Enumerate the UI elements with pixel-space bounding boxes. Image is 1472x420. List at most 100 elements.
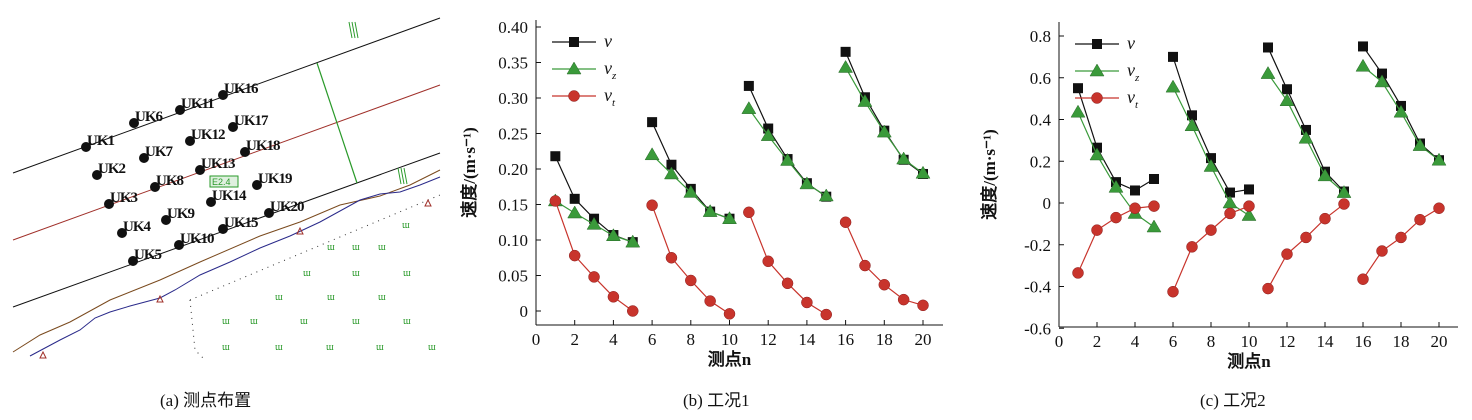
data-point-2 [1414,213,1426,226]
y-tick-label: 0.05 [498,267,528,286]
data-point-2 [1129,202,1141,214]
data-point-2 [1357,273,1369,285]
y-tick-label: -0.2 [1024,236,1051,255]
data-point-2 [917,299,929,312]
y-tick-label: 0 [520,302,529,321]
marsh-symbol: ɯ [352,268,360,279]
x-tick-label: 10 [721,330,738,349]
elevation-tag-box [209,175,239,188]
x-tick-label: 14 [1317,332,1335,351]
x-tick-label: 18 [1393,332,1410,351]
legend-marker [1091,92,1103,104]
survey-triangle [296,226,304,235]
marsh-symbol: ɯ [250,316,258,327]
slope-mark [400,167,405,185]
measure-point-label: UK10 [180,231,214,247]
data-point-2 [781,277,794,290]
marsh-symbol: ɯ [327,242,335,253]
x-tick-label: 20 [1431,332,1448,351]
measure-point [175,105,185,115]
marsh-symbol: ɯ [378,292,386,303]
data-point-1 [1260,66,1276,79]
marsh-symbol: ɯ [403,268,411,279]
measure-point [185,136,195,146]
y-tick-label: 0.4 [1030,111,1052,130]
x-tick-label: 8 [1207,332,1216,351]
x-tick-label: 6 [648,330,657,349]
waterline-blue [29,176,441,357]
data-point-2 [1433,202,1445,214]
x-tick-label: 0 [1055,332,1064,351]
data-point-0 [1130,185,1140,196]
measure-point [195,165,205,175]
data-point-1 [857,94,873,107]
data-point-0 [1187,110,1197,121]
data-point-1 [876,124,892,138]
data-point-0 [569,193,580,204]
measure-point-label: UK7 [145,144,174,160]
x-tick-label: 16 [837,330,854,349]
caption-c: (c) 工况2 [1200,391,1266,410]
series-line-2 [1362,207,1440,280]
data-point-1 [760,128,776,141]
marsh-symbol: ɯ [300,316,308,327]
y-tick-label: 0 [1043,194,1052,213]
measure-point [139,153,149,163]
data-point-2 [568,249,581,262]
marsh-symbol: ɯ [352,316,360,327]
dimension-line [316,62,358,184]
data-point-1 [1222,195,1238,209]
series-line-0 [1267,47,1345,192]
y-axis-label: 速度/(m·s⁻¹) [979,129,999,220]
data-point-1 [1431,152,1447,166]
data-point-1 [799,176,815,190]
data-point-2 [762,255,774,268]
data-point-1 [702,204,718,217]
data-point-2 [1281,248,1293,260]
y-tick-label: -0.4 [1024,278,1051,297]
data-point-2 [1300,231,1312,244]
data-point-0 [1168,51,1178,62]
data-point-1 [625,234,641,248]
y-tick-label: 0.8 [1030,27,1051,46]
legend-marker [1089,63,1105,77]
data-point-1 [838,59,854,73]
measure-point-label: UK6 [135,109,164,125]
data-point-1 [664,166,679,180]
measure-point-label: UK8 [156,173,184,189]
data-point-1 [780,152,795,166]
series-line-2 [1172,205,1250,292]
data-point-2 [723,308,736,320]
data-point-0 [647,117,658,128]
measure-point [161,215,171,225]
data-point-0 [1206,153,1216,164]
data-point-0 [550,151,561,162]
series-line-1 [1172,86,1250,217]
x-tick-label: 18 [876,330,893,349]
data-point-1 [1393,104,1409,118]
data-point-0 [1358,41,1368,52]
data-point-2 [627,305,639,317]
measure-point-label: UK15 [224,215,258,231]
y-tick-label: 0.40 [498,18,528,37]
measure-point-label: UK11 [181,96,214,112]
x-tick-label: 14 [798,330,816,349]
data-point-2 [1186,241,1198,253]
x-axis-label: 测点n [708,349,752,369]
measure-point-label: UK14 [212,188,247,204]
data-point-2 [588,271,600,283]
data-point-2 [1262,282,1274,295]
marsh-symbol: ɯ [402,220,410,231]
measure-point-label: UK16 [224,81,259,97]
data-point-1 [683,184,699,198]
data-point-1 [722,211,737,224]
marsh-symbol: ɯ [326,342,334,353]
slope-mark [403,167,408,185]
legend-label: vt [1127,87,1139,111]
measure-point [228,122,238,132]
data-point-2 [820,308,832,321]
data-point-0 [743,80,754,91]
data-point-1 [1336,185,1352,198]
data-point-1 [1241,208,1257,221]
